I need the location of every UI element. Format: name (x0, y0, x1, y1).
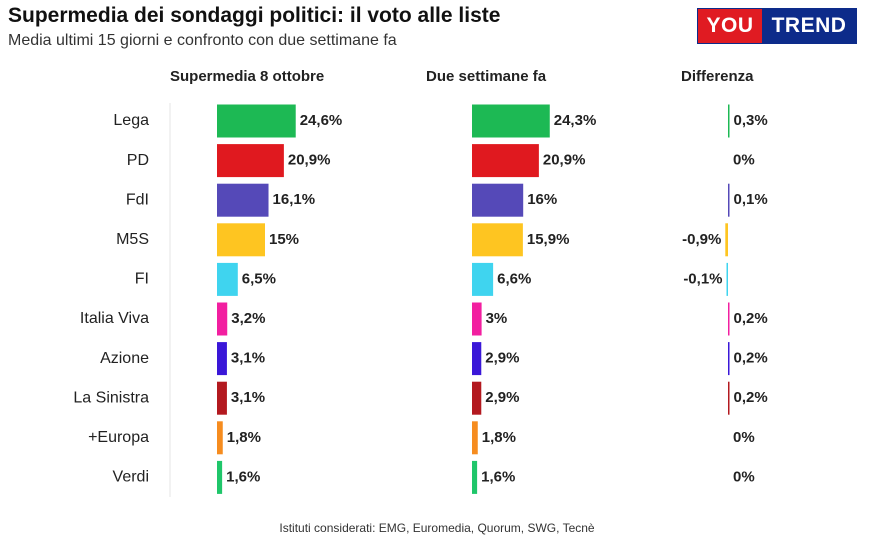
bar-current (217, 104, 296, 138)
bar-previous (472, 223, 523, 257)
bar-previous (472, 421, 478, 455)
party-label: +Europa (88, 429, 149, 446)
bar-current (217, 262, 238, 296)
bar-current (217, 342, 227, 376)
value-label-difference: 0% (733, 152, 755, 169)
bar-previous (472, 302, 482, 336)
bar-difference (728, 342, 730, 376)
bar-difference (725, 223, 728, 257)
value-label-current: 20,9% (288, 152, 331, 169)
bar-current (217, 421, 223, 455)
value-label-difference: 0,2% (734, 310, 768, 327)
party-label: FI (135, 271, 149, 288)
value-label-previous: 1,6% (481, 468, 515, 485)
bar-previous (472, 460, 478, 494)
party-label: Lega (113, 112, 149, 129)
bar-previous (472, 342, 482, 376)
bar-current (217, 223, 265, 257)
column-header-previous: Due settimane fa (426, 68, 547, 85)
value-label-current: 3,2% (231, 310, 265, 327)
value-label-previous: 2,9% (485, 350, 519, 367)
party-label: M5S (116, 231, 149, 248)
bar-previous (472, 144, 539, 178)
value-label-previous: 20,9% (543, 152, 586, 169)
value-label-difference: 0% (733, 468, 755, 485)
bar-current (217, 302, 228, 336)
value-label-difference: 0% (733, 429, 755, 446)
bar-difference (728, 104, 730, 138)
value-label-previous: 1,8% (482, 429, 516, 446)
chart-subtitle: Media ultimi 15 giorni e confronto con d… (8, 32, 397, 49)
value-label-current: 15% (269, 231, 299, 248)
value-label-previous: 6,6% (497, 270, 531, 287)
value-label-difference: 0,3% (734, 112, 768, 129)
party-label: FdI (126, 191, 149, 208)
bar-difference (728, 381, 730, 415)
bar-previous (472, 381, 482, 415)
logo-you: YOU (698, 9, 762, 43)
value-label-previous: 2,9% (485, 389, 519, 406)
chart-title: Supermedia dei sondaggi politici: il vot… (8, 4, 501, 27)
bar-difference (726, 262, 728, 296)
youtrend-logo: YOU TREND (697, 8, 857, 44)
bar-difference (728, 302, 730, 336)
value-label-previous: 24,3% (554, 112, 597, 129)
value-label-difference: 0,2% (734, 389, 768, 406)
party-label: Azione (100, 350, 149, 367)
party-label: Italia Viva (80, 310, 149, 327)
bar-current (217, 144, 284, 178)
footer-note: Istituti considerati: EMG, Euromedia, Qu… (279, 521, 595, 535)
column-header-current: Supermedia 8 ottobre (170, 68, 325, 85)
value-label-difference: -0,9% (682, 231, 721, 248)
bar-current (217, 460, 223, 494)
value-label-previous: 15,9% (527, 231, 570, 248)
column-header-difference: Differenza (681, 68, 754, 85)
value-label-difference: 0,2% (734, 350, 768, 367)
value-label-current: 16,1% (273, 191, 316, 208)
value-label-current: 24,6% (300, 112, 343, 129)
bar-difference (728, 183, 730, 217)
value-label-difference: -0,1% (683, 270, 722, 287)
bar-previous (472, 262, 494, 296)
value-label-current: 3,1% (231, 389, 265, 406)
bar-current (217, 183, 269, 217)
value-label-current: 3,1% (231, 350, 265, 367)
party-label: PD (127, 152, 149, 169)
logo-trend: TREND (762, 9, 856, 43)
party-label: Verdi (113, 469, 149, 486)
value-label-current: 1,6% (226, 468, 260, 485)
value-label-current: 1,8% (227, 429, 261, 446)
value-label-current: 6,5% (242, 270, 276, 287)
bar-previous (472, 183, 524, 217)
value-label-previous: 16% (527, 191, 557, 208)
bar-previous (472, 104, 550, 138)
value-label-previous: 3% (486, 310, 508, 327)
party-label: La Sinistra (73, 389, 149, 406)
bar-current (217, 381, 227, 415)
value-label-difference: 0,1% (734, 191, 768, 208)
